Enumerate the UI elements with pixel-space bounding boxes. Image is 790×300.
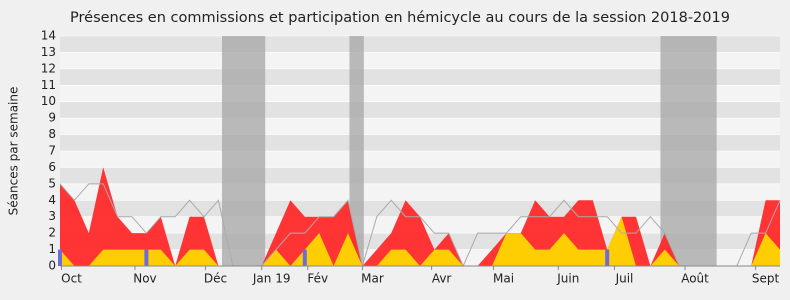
x-tick-label: Nov	[133, 272, 156, 286]
y-tick-label: 4	[48, 193, 56, 207]
holiday-band	[660, 36, 717, 266]
holiday-band	[222, 36, 266, 266]
x-tick-label: Mai	[493, 272, 514, 286]
y-tick-label: 8	[48, 127, 56, 141]
y-axis-label: Séances par semaine	[7, 87, 21, 216]
y-tick-label: 10	[41, 94, 56, 108]
area	[60, 216, 780, 266]
chart-title: Présences en commissions et participatio…	[70, 10, 730, 26]
x-tick-label: Sept	[752, 272, 780, 286]
x-tick-label: Mar	[361, 272, 384, 286]
bar	[58, 249, 62, 266]
y-tick-label: 13	[41, 45, 56, 59]
y-tick-label: 7	[48, 144, 56, 158]
x-tick-label: Juil	[615, 272, 634, 286]
median-line	[59, 183, 781, 268]
x-tick-label: Déc	[204, 272, 227, 286]
bar	[302, 249, 307, 266]
x-tick-label: Fév	[307, 272, 328, 286]
x-tick-label: Avr	[432, 272, 452, 286]
y-tick-label: 2	[48, 226, 56, 240]
y-tick-label: 6	[48, 160, 56, 174]
y-tick-label: 11	[41, 78, 56, 92]
y-tick-label: 14	[41, 29, 56, 43]
y-tick-label: 12	[41, 61, 56, 75]
x-tick-label: Jan 19	[252, 272, 291, 286]
bar	[144, 249, 149, 266]
y-tick-label: 3	[48, 209, 56, 223]
y-tick-label: 5	[48, 176, 56, 190]
x-tick-label: Août	[681, 272, 709, 286]
y-tick-label: 0	[48, 259, 56, 273]
bar	[605, 249, 610, 266]
y-tick-label: 9	[48, 111, 56, 125]
y-tick-label: 1	[48, 242, 56, 256]
x-tick-label: Oct	[61, 272, 82, 286]
holiday-band	[349, 36, 364, 266]
x-tick-label: Juin	[556, 272, 579, 286]
